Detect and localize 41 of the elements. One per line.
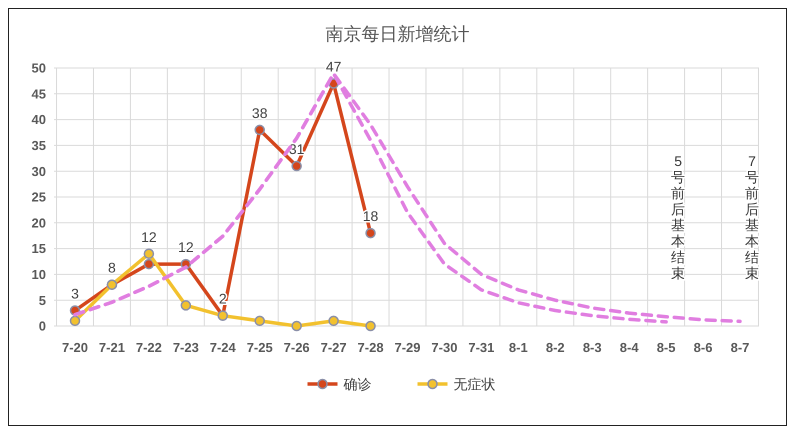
- x-tick-label: 7-22: [136, 340, 162, 355]
- legend-label: 确诊: [342, 376, 372, 392]
- x-tick-label: 7-20: [62, 340, 88, 355]
- x-tick-label: 8-6: [694, 340, 712, 355]
- x-tick-label: 7-21: [98, 340, 125, 355]
- x-tick-label: 7-27: [320, 340, 347, 355]
- data-label: 3: [71, 286, 80, 302]
- x-tick-label: 7-26: [284, 340, 310, 355]
- x-tick-label: 7-29: [394, 340, 421, 355]
- y-tick-label: 35: [32, 138, 46, 153]
- y-tick-label: 30: [32, 164, 46, 179]
- y-tick-label: 15: [32, 241, 46, 256]
- data-label: 8: [108, 260, 116, 276]
- y-tick-label: 0: [38, 318, 46, 334]
- y-tick-label: 50: [32, 60, 46, 76]
- data-label: 12: [178, 239, 194, 256]
- chart-title: 南京每日新增统计: [326, 24, 470, 44]
- x-tick-label: 7-25: [246, 340, 273, 355]
- y-tick-label: 10: [32, 266, 46, 282]
- y-tick-label: 45: [32, 86, 46, 102]
- annotation: 5号前后基本结束: [671, 153, 686, 282]
- y-tick-label: 40: [32, 112, 46, 128]
- x-tick-label: 8-1: [508, 340, 528, 355]
- x-tick-label: 7-28: [358, 340, 384, 355]
- data-label: 12: [141, 228, 157, 245]
- x-tick-label: 8-2: [546, 340, 565, 355]
- y-tick-label: 25: [32, 190, 46, 205]
- x-tick-label: 7-23: [172, 340, 199, 355]
- annotation: 7号前后基本结束: [745, 153, 759, 282]
- x-tick-label: 7-24: [210, 340, 237, 355]
- x-tick-label: 8-3: [582, 340, 602, 355]
- y-tick-label: 20: [32, 215, 46, 230]
- x-tick-label: 8-7: [730, 340, 750, 355]
- y-tick-label: 5: [38, 292, 46, 308]
- x-tick-label: 7-30: [431, 340, 458, 355]
- legend-label: 无症状: [454, 376, 496, 392]
- data-label: 38: [252, 104, 268, 121]
- x-tick-label: 8-4: [620, 340, 640, 355]
- data-label: 47: [326, 58, 342, 74]
- x-tick-label: 8-5: [656, 340, 676, 355]
- x-tick-label: 7-31: [468, 340, 494, 355]
